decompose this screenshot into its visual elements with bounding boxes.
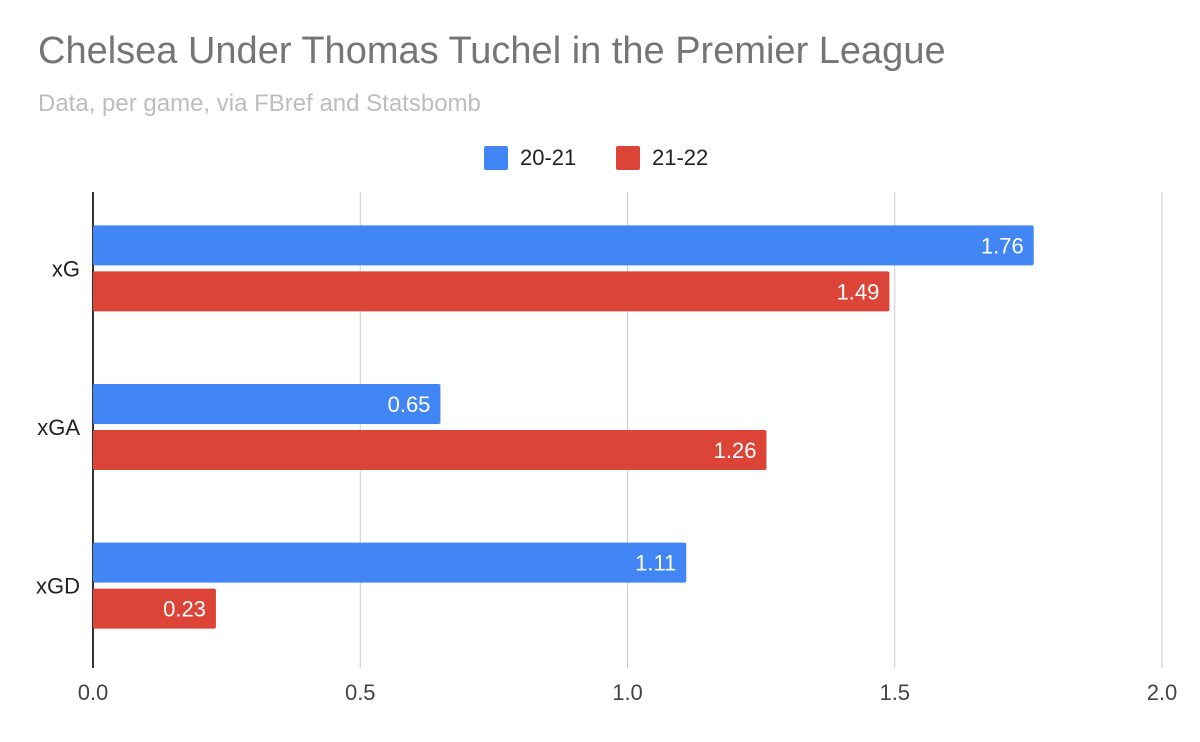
x-tick-label: 0.0 — [78, 680, 109, 705]
legend-swatch-21-22 — [616, 146, 640, 170]
chart-legend: 20-21 21-22 — [0, 141, 1200, 175]
legend-swatch-20-21 — [484, 146, 508, 170]
x-tick-label: 0.5 — [345, 680, 376, 705]
data-label-21-22-xga: 1.26 — [714, 438, 757, 463]
x-tick-label: 2.0 — [1147, 680, 1178, 705]
x-tick-label: 1.0 — [612, 680, 643, 705]
legend-label-20-21: 20-21 — [520, 145, 577, 170]
bar-21-22-xga[interactable] — [93, 430, 767, 470]
data-label-21-22-xg: 1.49 — [837, 279, 880, 304]
x-tick-label: 1.5 — [879, 680, 910, 705]
category-label-xga: xGA — [37, 415, 80, 440]
bar-20-21-xgd[interactable] — [93, 542, 687, 583]
legend-item-20-21[interactable]: 20-21 — [484, 141, 576, 175]
bar-21-22-xg[interactable] — [93, 271, 890, 312]
chart-title: Chelsea Under Thomas Tuchel in the Premi… — [38, 30, 946, 72]
data-label-20-21-xga: 0.65 — [388, 392, 431, 417]
category-label-xgd: xGD — [36, 574, 80, 599]
data-label-21-22-xgd: 0.23 — [163, 597, 206, 622]
legend-label-21-22: 21-22 — [652, 145, 709, 170]
chart-subtitle: Data, per game, via FBref and Statsbomb — [38, 90, 481, 117]
data-label-20-21-xg: 1.76 — [981, 233, 1024, 258]
legend-item-21-22[interactable]: 21-22 — [616, 141, 708, 175]
bar-20-21-xg[interactable] — [93, 225, 1034, 266]
bar-21-22-xgd[interactable] — [93, 588, 216, 629]
bar-20-21-xga[interactable] — [93, 384, 441, 424]
data-label-20-21-xgd: 1.11 — [635, 551, 676, 576]
category-label-xg: xG — [52, 256, 80, 281]
